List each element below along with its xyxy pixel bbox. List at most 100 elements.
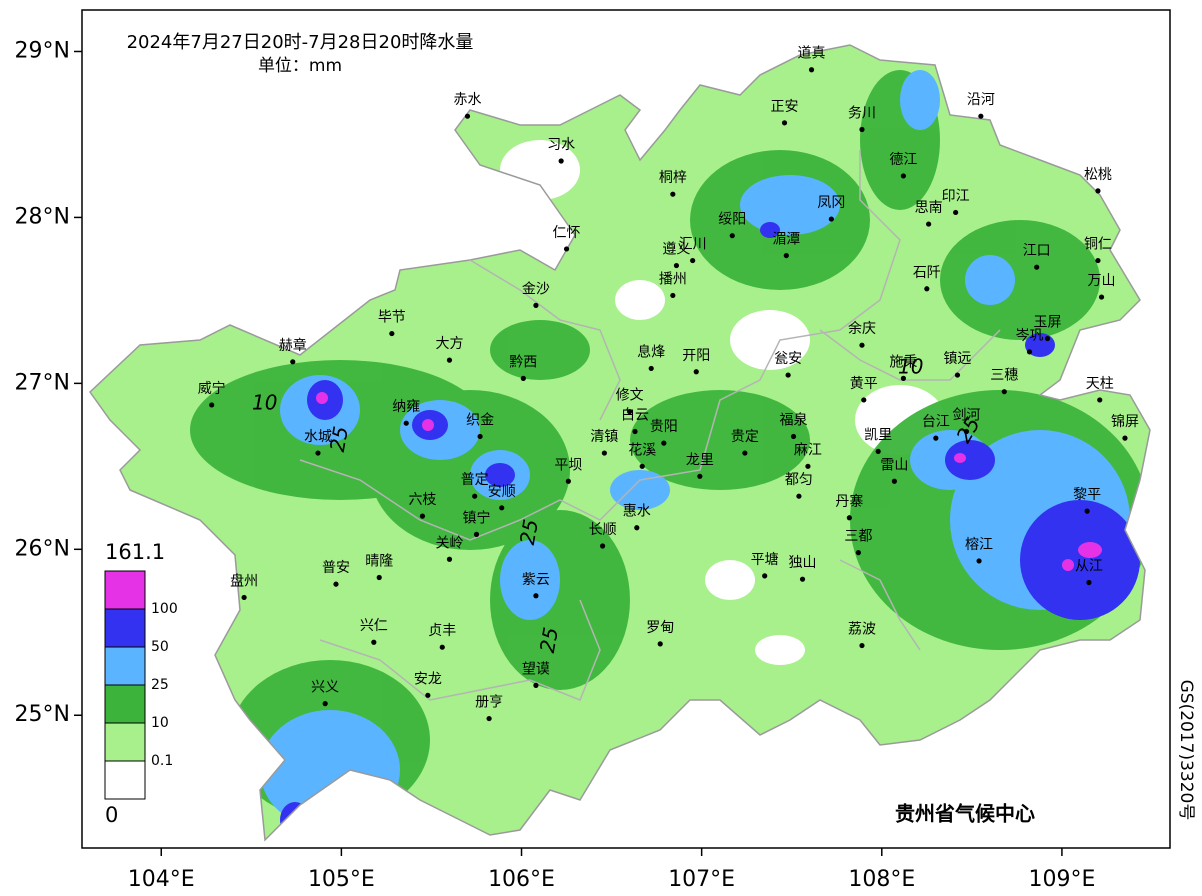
city-label: 荔波 — [848, 622, 876, 638]
city-label: 黄平 — [850, 375, 878, 392]
city-dot — [690, 257, 696, 264]
city-dot — [1095, 188, 1101, 194]
city-dot — [1084, 508, 1090, 514]
city-label: 平塘 — [751, 552, 779, 568]
city-label: 都匀 — [785, 472, 813, 488]
city-label: 金沙 — [522, 281, 550, 297]
city-label: 玉屏 — [1034, 315, 1062, 331]
city-label: 剑河 — [952, 407, 980, 423]
city-label: 松桃 — [1084, 167, 1112, 183]
city-dot — [1122, 435, 1128, 441]
city-dot — [315, 450, 321, 456]
city-dot — [634, 525, 640, 531]
city-label: 盘州 — [230, 572, 258, 589]
map-code: GS(2017)3320号 — [1176, 680, 1196, 821]
city-label: 从江 — [1075, 558, 1103, 574]
city-label: 贵阳 — [650, 419, 678, 435]
city-label: 安顺 — [488, 484, 516, 500]
y-tick-label: 26°N — [15, 536, 70, 561]
city-dot — [828, 216, 834, 222]
city-dot — [1044, 335, 1051, 342]
y-tick-label: 25°N — [15, 702, 70, 727]
city-label: 普定 — [461, 472, 489, 488]
city-dot — [978, 113, 984, 119]
city-dot — [781, 120, 788, 126]
city-dot — [670, 191, 676, 197]
city-dot — [953, 209, 959, 216]
city-dot — [639, 463, 645, 469]
city-dot — [1097, 397, 1103, 403]
city-dot — [439, 644, 445, 650]
city-label: 播州 — [659, 271, 687, 287]
city-dot — [558, 158, 564, 164]
y-tick-label: 29°N — [15, 38, 70, 63]
city-dot — [924, 286, 930, 292]
city-label: 瓮安 — [774, 351, 802, 367]
city-dot — [805, 463, 811, 469]
legend-swatch — [104, 684, 146, 724]
city-dot — [729, 233, 735, 239]
city-label: 务川 — [848, 105, 876, 121]
city-label: 龙里 — [686, 452, 714, 468]
city-label: 大方 — [435, 336, 463, 352]
city-dot — [790, 433, 797, 440]
city-label: 丹寨 — [835, 493, 863, 510]
legend-min: 0 — [105, 803, 118, 827]
city-label: 沿河 — [967, 92, 995, 108]
city-label: 道真 — [798, 46, 826, 62]
city-label: 绥阳 — [718, 212, 746, 228]
x-tick-label: 105°E — [308, 867, 375, 892]
city-label: 兴义 — [311, 680, 339, 696]
legend-swatch — [104, 646, 146, 686]
city-dot — [533, 682, 539, 688]
city-label: 平坝 — [554, 457, 582, 473]
x-tick-label: 104°E — [128, 867, 195, 892]
city-dot — [799, 576, 806, 582]
contour-label: 25 — [325, 424, 353, 453]
city-dot — [859, 342, 865, 348]
y-tick-label: 28°N — [15, 204, 70, 229]
city-label: 水城 — [304, 429, 332, 445]
city-dot — [762, 573, 768, 579]
city-label: 岑巩 — [1015, 328, 1043, 344]
city-label: 三都 — [844, 529, 872, 545]
city-dot — [693, 369, 699, 375]
map-title: 2024年7月27日20时-7月28日20时降水量 — [127, 32, 474, 53]
legend-swatch — [104, 722, 146, 762]
city-label: 印江 — [942, 188, 970, 204]
city-dot — [661, 440, 667, 446]
city-dot — [565, 478, 571, 484]
contour-label: 25 — [515, 517, 543, 546]
city-dot — [976, 558, 982, 564]
city-label: 紫云 — [522, 572, 550, 588]
city-dot — [389, 330, 395, 337]
city-label: 凯里 — [864, 427, 892, 443]
city-label: 兴仁 — [360, 618, 388, 634]
city-dot — [486, 715, 492, 722]
city-label: 息烽 — [637, 343, 665, 360]
city-dot — [499, 505, 505, 511]
city-label: 榕江 — [965, 537, 993, 553]
city-dot — [533, 302, 539, 308]
city-label: 桐梓 — [659, 170, 687, 186]
city-dot — [627, 408, 633, 415]
city-label: 清镇 — [590, 429, 618, 445]
city-dot — [1095, 257, 1101, 264]
city-dot — [520, 375, 526, 381]
city-dot — [599, 543, 606, 549]
city-dot — [403, 420, 409, 426]
city-dot — [954, 372, 961, 378]
x-tick-label: 108°E — [848, 867, 915, 892]
city-label: 织金 — [466, 412, 494, 428]
city-dot — [926, 221, 932, 227]
city-label: 麻江 — [794, 442, 822, 458]
city-dot — [859, 126, 865, 133]
city-label: 安龙 — [414, 671, 442, 687]
city-label: 关岭 — [435, 535, 463, 551]
city-label: 贞丰 — [428, 622, 456, 639]
city-dot — [859, 642, 865, 649]
city-dot — [446, 556, 453, 562]
city-dot — [1001, 389, 1007, 395]
credit: 贵州省气候中心 — [895, 802, 1035, 826]
